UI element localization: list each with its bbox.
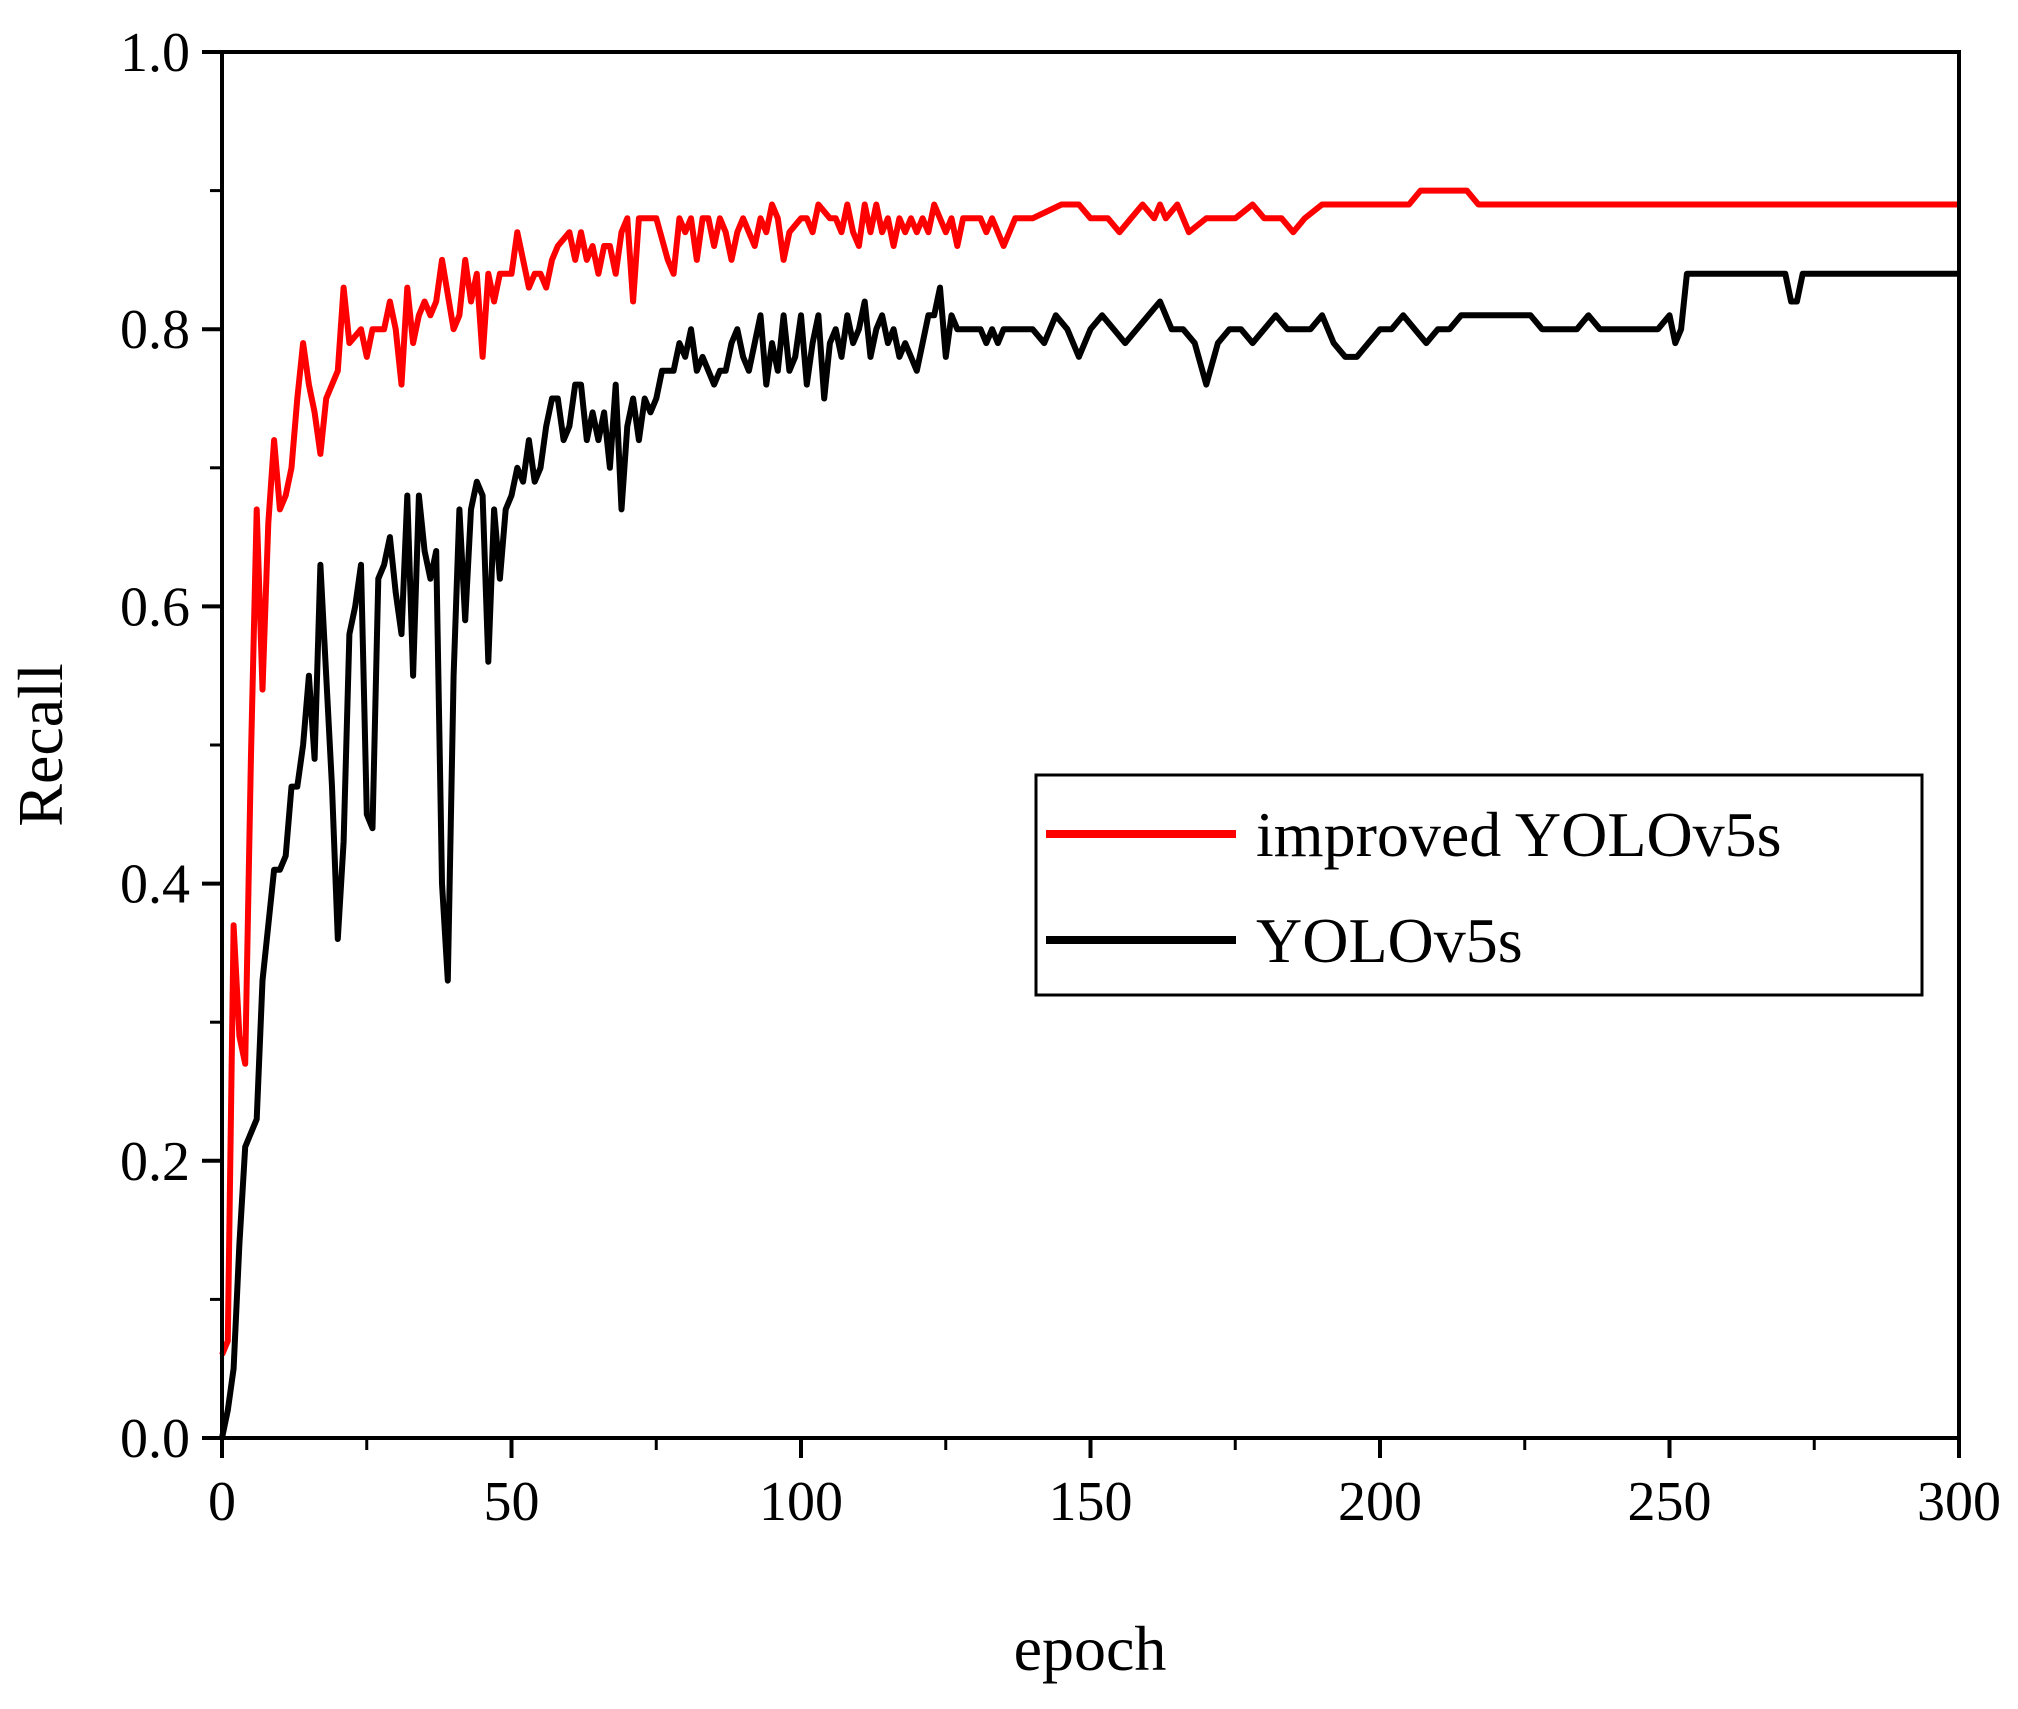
y-tick-label: 0.0 [120, 1408, 190, 1470]
x-tick-label: 300 [1917, 1471, 2001, 1533]
series-line-yolov5s [219, 270, 1959, 1439]
plot-frame [220, 50, 1961, 1440]
x-axis-title: epoch [1014, 1613, 1167, 1684]
legend-label-yolov5s: YOLOv5s [1256, 905, 1523, 976]
x-tick-label: 200 [1338, 1471, 1422, 1533]
x-tick-label: 0 [208, 1471, 236, 1533]
series-line-improved-yolov5s [219, 187, 1959, 1356]
x-tick-label: 100 [759, 1471, 843, 1533]
series-layer [219, 187, 1959, 1439]
y-axis-title: Recall [5, 663, 76, 826]
ticks-layer: 0 50 100 150 200 250 300 0.0 0.2 0.4 0.6 0.8 1.0 [120, 22, 2001, 1533]
legend-box [1034, 773, 1924, 997]
y-tick-label: 0.4 [120, 854, 190, 916]
x-tick-label: 250 [1628, 1471, 1712, 1533]
x-tick-label: 50 [484, 1471, 540, 1533]
y-tick-label: 0.6 [120, 576, 190, 638]
y-tick-label: 0.2 [120, 1131, 190, 1193]
y-tick-label: 0.8 [120, 299, 190, 361]
y-tick-label: 1.0 [120, 22, 190, 84]
legend-label-improved-yolov5s: improved YOLOv5s [1256, 799, 1782, 870]
x-tick-label: 150 [1049, 1471, 1133, 1533]
legend: improved YOLOv5s YOLOv5s [1034, 773, 1924, 997]
